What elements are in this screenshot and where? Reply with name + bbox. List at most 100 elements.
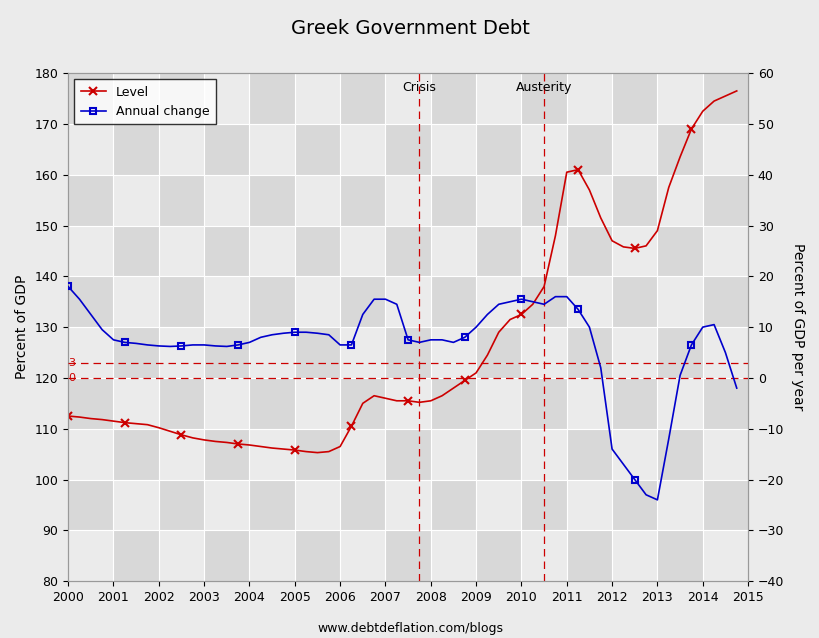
Bar [476,429,521,480]
Bar [68,73,113,124]
Bar [385,327,430,378]
Bar [611,175,657,226]
Legend: Level, Annual change: Level, Annual change [75,79,215,124]
Bar [430,480,476,530]
Bar [657,124,702,175]
Bar [430,226,476,276]
Bar [566,124,611,175]
Bar [657,226,702,276]
Bar [566,378,611,429]
Bar [611,226,657,276]
Bar [159,124,204,175]
Bar [657,73,702,124]
Bar [385,530,430,581]
Bar [159,480,204,530]
Bar [476,530,521,581]
Bar [249,124,295,175]
Bar [385,480,430,530]
Bar [159,327,204,378]
Bar [566,175,611,226]
Bar [113,276,159,327]
Bar [113,480,159,530]
Bar [159,378,204,429]
Bar [249,530,295,581]
Bar [521,429,566,480]
Bar [204,73,249,124]
Bar [430,276,476,327]
Bar [113,429,159,480]
Bar [295,480,340,530]
Bar [204,175,249,226]
Bar [476,226,521,276]
Bar [340,73,385,124]
Bar [430,175,476,226]
Bar [476,480,521,530]
Bar [657,327,702,378]
Bar [657,429,702,480]
Bar [204,378,249,429]
Bar [657,530,702,581]
Bar [249,276,295,327]
Bar [159,530,204,581]
Bar [204,327,249,378]
Bar [702,429,747,480]
Bar [113,327,159,378]
Bar [340,429,385,480]
Bar [476,276,521,327]
Bar [657,480,702,530]
Bar [430,530,476,581]
Bar [295,73,340,124]
Bar [611,124,657,175]
Bar [521,378,566,429]
Bar [204,530,249,581]
Bar [476,378,521,429]
Bar [113,530,159,581]
Bar [249,378,295,429]
Bar [476,327,521,378]
Text: 3: 3 [68,358,75,367]
Bar [295,175,340,226]
Bar [702,530,747,581]
Bar [295,429,340,480]
Bar [68,124,113,175]
Bar [204,226,249,276]
Bar [702,226,747,276]
Bar [611,530,657,581]
Bar [340,530,385,581]
Bar [340,175,385,226]
Bar [702,124,747,175]
Bar [521,480,566,530]
Bar [113,73,159,124]
Bar [611,378,657,429]
Bar [340,124,385,175]
Bar [204,276,249,327]
Bar [340,276,385,327]
Bar [476,124,521,175]
Bar [566,226,611,276]
Bar [249,175,295,226]
Bar [113,378,159,429]
Bar [611,327,657,378]
Bar [521,175,566,226]
Bar [159,429,204,480]
Bar [566,429,611,480]
Bar [68,327,113,378]
Bar [566,480,611,530]
Bar [385,226,430,276]
Bar [295,276,340,327]
Bar [702,480,747,530]
Bar [159,73,204,124]
Bar [340,226,385,276]
Text: Crisis: Crisis [402,81,436,94]
Bar [159,226,204,276]
Bar [68,429,113,480]
Bar [295,378,340,429]
Bar [68,530,113,581]
Bar [521,226,566,276]
Bar [113,175,159,226]
Bar [430,429,476,480]
Bar [295,530,340,581]
Text: Austerity: Austerity [515,81,572,94]
Bar [430,73,476,124]
Text: www.debtdeflation.com/blogs: www.debtdeflation.com/blogs [317,622,502,635]
